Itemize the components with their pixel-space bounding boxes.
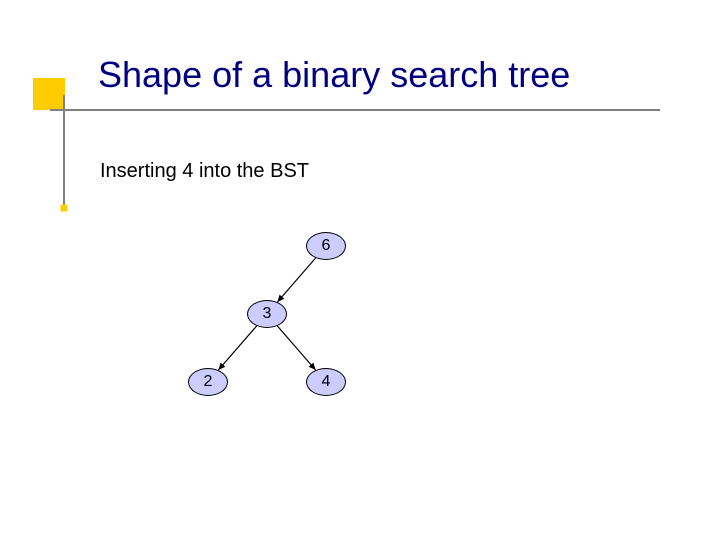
slide-title: Shape of a binary search tree <box>98 54 570 96</box>
tree-node-2: 2 <box>188 368 228 396</box>
slide-bst-shape: { "title": { "text": "Shape of a binary … <box>0 0 720 540</box>
tree-node-6: 6 <box>306 232 346 260</box>
tree-node-3: 3 <box>247 300 287 328</box>
tree-node-4: 4 <box>306 368 346 396</box>
tree-node-label: 3 <box>263 305 272 322</box>
tree-node-label: 6 <box>322 237 331 254</box>
tree-node-label: 2 <box>204 373 213 390</box>
tree-node-label: 4 <box>322 373 331 390</box>
slide-subtitle: Inserting 4 into the BST <box>100 160 309 183</box>
